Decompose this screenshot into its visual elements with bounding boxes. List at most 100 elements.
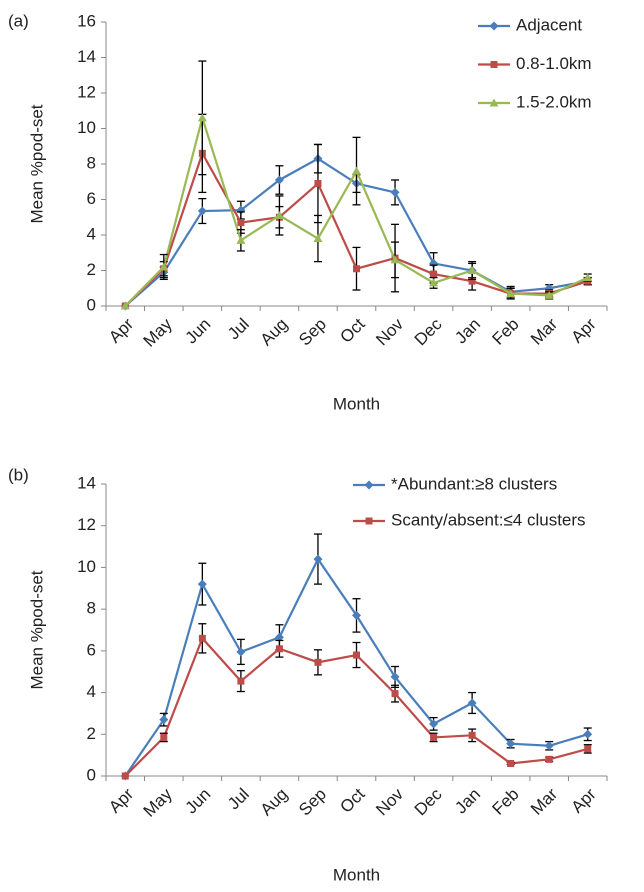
marker: [365, 517, 373, 525]
x-tick-label: Nov: [372, 314, 407, 349]
marker: [237, 219, 245, 227]
marker: [353, 265, 360, 273]
marker: [236, 235, 246, 244]
x-tick-label: Mar: [527, 314, 561, 348]
x-tick-label: Apr: [568, 784, 600, 816]
marker: [313, 554, 323, 564]
marker: [364, 480, 374, 490]
legend-label: Adjacent: [516, 15, 582, 34]
marker: [489, 21, 499, 31]
x-tick-label: Jun: [182, 315, 215, 348]
y-axis-title: Mean %pod-set: [27, 104, 46, 223]
marker: [120, 301, 130, 310]
x-tick-label: Feb: [489, 315, 523, 349]
marker: [390, 255, 400, 264]
legend-label: Scanty/absent:≤4 clusters: [391, 510, 586, 529]
marker: [429, 278, 439, 287]
y-tick-label: 6: [87, 640, 96, 659]
panel-label: (b): [8, 465, 29, 484]
y-tick-label: 2: [87, 260, 96, 279]
marker: [236, 647, 246, 657]
y-tick-label: 8: [87, 153, 96, 172]
marker: [544, 290, 554, 299]
marker: [237, 677, 245, 685]
y-tick-label: 10: [77, 118, 96, 137]
y-tick-label: 0: [87, 765, 96, 784]
marker: [159, 262, 169, 271]
x-tick-label: Nov: [372, 784, 407, 819]
marker: [429, 719, 439, 729]
y-tick-label: 4: [87, 224, 96, 243]
marker: [160, 733, 168, 741]
marker: [275, 645, 283, 653]
x-tick-label: Jan: [451, 785, 484, 818]
x-tick-label: Oct: [336, 314, 368, 346]
x-tick-label: Jul: [224, 785, 253, 814]
x-tick-label: Aug: [257, 785, 292, 820]
marker: [468, 277, 476, 285]
marker: [544, 741, 554, 751]
marker: [197, 113, 207, 122]
x-axis-title: Month: [333, 394, 380, 413]
x-tick-label: Aug: [257, 315, 292, 350]
marker: [121, 772, 129, 780]
y-tick-label: 14: [77, 47, 96, 66]
y-axis-title: Mean %pod-set: [27, 570, 46, 689]
marker: [430, 270, 438, 278]
y-tick-label: 0: [87, 295, 96, 314]
y-tick-label: 12: [77, 82, 96, 101]
marker: [430, 733, 438, 741]
y-tick-label: 10: [77, 557, 96, 576]
x-tick-label: Apr: [105, 784, 137, 816]
marker: [198, 634, 206, 642]
legend-label: *Abundant:≥8 clusters: [391, 474, 557, 493]
x-tick-label: Dec: [411, 784, 446, 819]
marker: [583, 729, 593, 739]
x-tick-label: Mar: [527, 784, 561, 818]
marker: [274, 632, 284, 642]
x-tick-label: Dec: [411, 314, 446, 349]
marker: [490, 61, 498, 68]
marker: [391, 690, 399, 698]
x-tick-label: May: [140, 314, 176, 350]
x-tick-label: Sep: [295, 785, 330, 820]
x-tick-label: Jul: [224, 315, 253, 344]
x-tick-label: Feb: [489, 785, 523, 819]
y-tick-label: 2: [87, 724, 96, 743]
marker: [197, 579, 207, 589]
y-tick-label: 12: [77, 515, 96, 534]
marker: [274, 210, 284, 219]
x-axis-title: Month: [333, 865, 380, 884]
marker: [274, 175, 284, 185]
marker: [468, 731, 476, 739]
marker: [507, 759, 515, 767]
marker: [313, 234, 323, 243]
panel-label: (a): [8, 11, 29, 30]
marker: [583, 273, 593, 282]
y-tick-label: 14: [77, 473, 96, 492]
x-tick-label: Sep: [295, 315, 330, 350]
marker: [353, 651, 360, 659]
marker: [159, 715, 169, 725]
x-tick-label: May: [140, 784, 176, 820]
marker: [352, 610, 361, 620]
x-tick-label: Apr: [105, 314, 137, 346]
marker: [545, 755, 553, 763]
marker: [314, 658, 322, 666]
marker: [489, 98, 499, 107]
marker: [197, 206, 207, 216]
y-tick-label: 4: [87, 682, 96, 701]
marker: [467, 698, 477, 708]
x-tick-label: Apr: [568, 314, 600, 346]
marker: [467, 266, 477, 274]
marker: [352, 166, 361, 175]
y-tick-label: 8: [87, 599, 96, 618]
marker: [584, 745, 592, 753]
marker: [314, 180, 322, 188]
x-tick-label: Oct: [336, 784, 368, 816]
y-tick-label: 16: [77, 11, 96, 30]
marker: [390, 672, 400, 682]
legend-label: 0.8-1.0km: [516, 54, 592, 73]
marker: [506, 289, 516, 298]
